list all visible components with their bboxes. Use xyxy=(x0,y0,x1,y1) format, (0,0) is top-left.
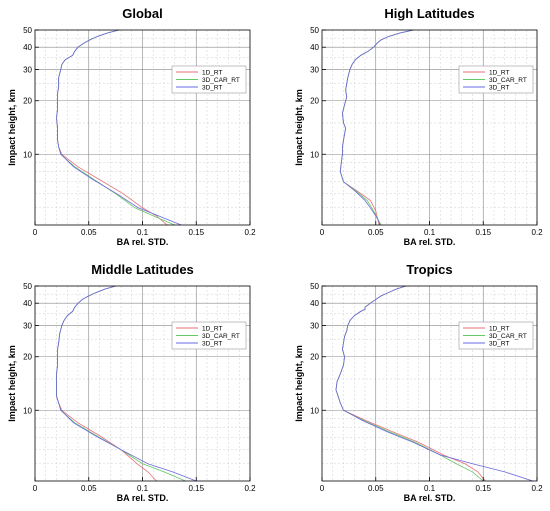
x-tick-label: 0.1 xyxy=(137,228,149,237)
legend-label: 1D_RT xyxy=(489,325,510,332)
series-line-3d_car_rt xyxy=(335,285,484,482)
x-tick-label: 0.05 xyxy=(81,484,97,493)
series-line-3d_rt xyxy=(56,285,197,482)
x-tick-label: 0.2 xyxy=(244,484,256,493)
legend-label: 1D_RT xyxy=(489,69,510,76)
chart-title: Middle Latitudes xyxy=(91,262,194,277)
series-line-3d_car_rt xyxy=(56,29,175,226)
y-tick-label: 20 xyxy=(23,97,32,106)
legend-label: 3D_RT xyxy=(489,84,510,91)
y-axis-label: Impact height, km xyxy=(294,345,304,422)
legend-label: 3D_RT xyxy=(489,340,510,347)
x-tick-label: 0.05 xyxy=(81,228,97,237)
legend-label: 3D_CAR_RT xyxy=(202,77,240,84)
chart-panel: 0 0.05 0.1 0.15 0.2 10 20 30 40 50 Tropics BA rel. … xyxy=(294,262,543,503)
y-tick-label: 10 xyxy=(23,406,32,415)
y-tick-label: 10 xyxy=(310,406,319,415)
y-tick-label: 40 xyxy=(310,299,319,308)
series-line-3d_rt xyxy=(335,285,533,482)
y-tick-label: 10 xyxy=(23,150,32,159)
legend-label: 3D_CAR_RT xyxy=(489,333,527,340)
y-tick-label: 30 xyxy=(310,321,319,330)
x-tick-label: 0.15 xyxy=(188,484,204,493)
chart-title: High Latitudes xyxy=(384,6,474,21)
x-axis-label: BA rel. STD. xyxy=(404,493,456,503)
y-tick-label: 50 xyxy=(310,282,319,291)
y-tick-label: 40 xyxy=(23,299,32,308)
y-tick-label: 40 xyxy=(23,43,32,52)
legend-label: 3D_CAR_RT xyxy=(202,333,240,340)
y-tick-label: 30 xyxy=(310,65,319,74)
series-line-3d_rt xyxy=(56,29,182,226)
series-line-3d_car_rt xyxy=(339,29,414,226)
x-tick-label: 0 xyxy=(320,228,325,237)
y-axis-label: Impact height, km xyxy=(7,345,17,422)
series-line-1d_rt xyxy=(339,29,414,226)
legend-label: 3D_RT xyxy=(202,340,223,347)
x-tick-label: 0 xyxy=(33,228,38,237)
x-tick-label: 0.1 xyxy=(137,484,149,493)
y-tick-label: 20 xyxy=(23,353,32,362)
x-tick-label: 0.05 xyxy=(368,484,384,493)
x-tick-label: 0.15 xyxy=(188,228,204,237)
legend-label: 1D_RT xyxy=(202,325,223,332)
legend-label: 1D_RT xyxy=(202,69,223,76)
chart-panel: 0 0.05 0.1 0.15 0.2 10 20 30 40 50 High Latitudes B… xyxy=(294,6,543,247)
x-tick-label: 0 xyxy=(33,484,38,493)
y-axis-label: Impact height, km xyxy=(7,89,17,166)
x-axis-label: BA rel. STD. xyxy=(117,237,169,247)
x-tick-label: 0.2 xyxy=(531,484,543,493)
y-tick-label: 50 xyxy=(23,26,32,35)
x-axis-label: BA rel. STD. xyxy=(117,493,169,503)
chart-panel: 0 0.05 0.1 0.15 0.2 10 20 30 40 50 Middle Latitude… xyxy=(7,262,256,503)
legend-label: 3D_RT xyxy=(202,84,223,91)
x-tick-label: 0.05 xyxy=(368,228,384,237)
series-line-1d_rt xyxy=(335,285,486,482)
x-tick-label: 0 xyxy=(320,484,325,493)
x-tick-label: 0.15 xyxy=(475,484,491,493)
y-tick-label: 20 xyxy=(310,353,319,362)
y-tick-label: 10 xyxy=(310,150,319,159)
y-tick-label: 50 xyxy=(23,282,32,291)
chart-title: Global xyxy=(122,6,162,21)
y-tick-label: 40 xyxy=(310,43,319,52)
legend-label: 3D_CAR_RT xyxy=(489,77,527,84)
y-tick-label: 50 xyxy=(310,26,319,35)
x-tick-label: 0.2 xyxy=(244,228,256,237)
y-tick-label: 30 xyxy=(23,321,32,330)
series-line-1d_rt xyxy=(56,285,157,482)
x-tick-label: 0.1 xyxy=(424,484,436,493)
x-tick-label: 0.15 xyxy=(475,228,491,237)
chart-panel: 0 0.05 0.1 0.15 0.2 10 20 30 40 50 Global BA rel. S… xyxy=(7,6,256,247)
y-tick-label: 30 xyxy=(23,65,32,74)
chart-title: Tropics xyxy=(406,262,452,277)
series-line-1d_rt xyxy=(56,29,168,226)
x-tick-label: 0.1 xyxy=(424,228,436,237)
x-tick-label: 0.2 xyxy=(531,228,543,237)
y-axis-label: Impact height, km xyxy=(294,89,304,166)
y-tick-label: 20 xyxy=(310,97,319,106)
x-axis-label: BA rel. STD. xyxy=(404,237,456,247)
series-line-3d_rt xyxy=(339,29,414,226)
